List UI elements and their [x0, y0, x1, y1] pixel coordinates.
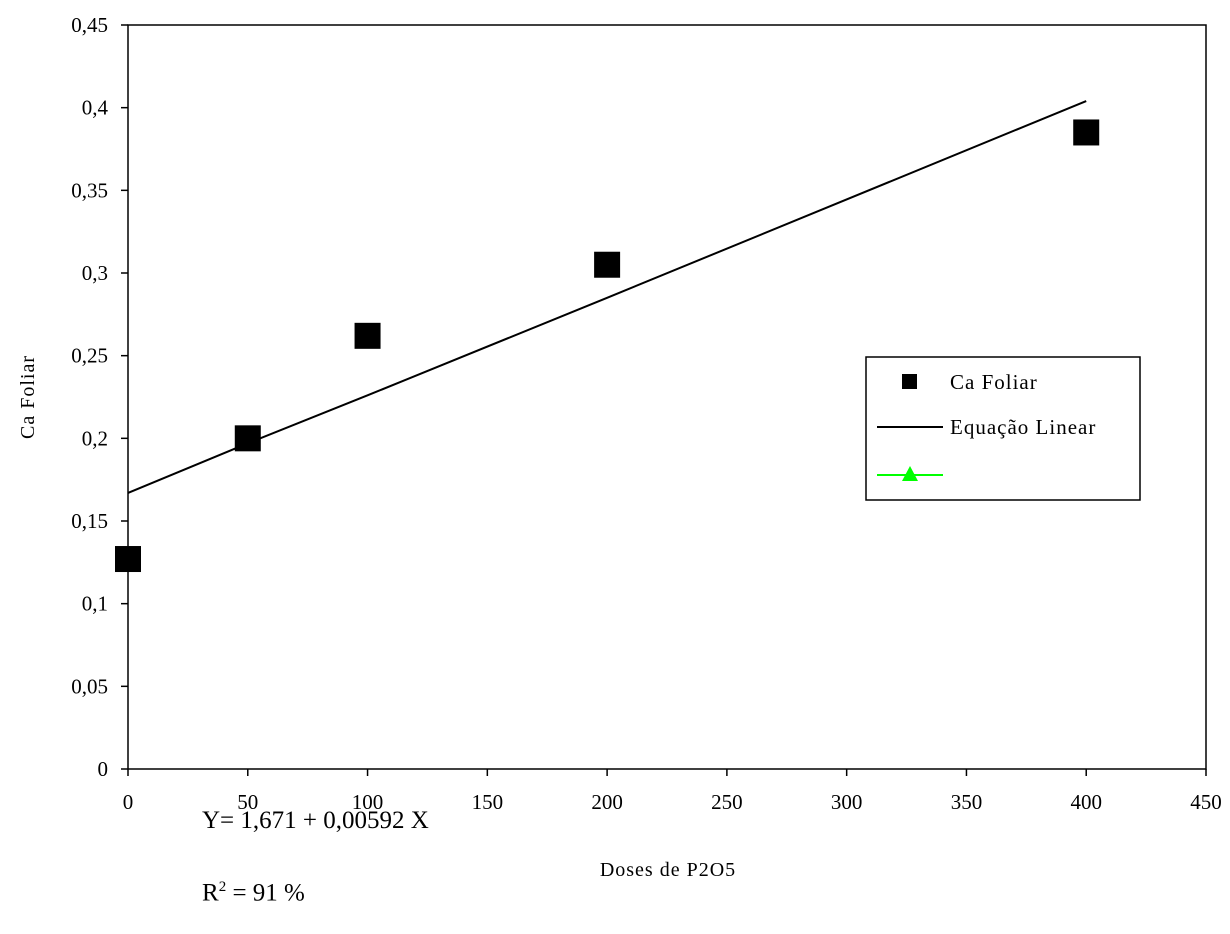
x-tick-label: 400 — [1070, 790, 1102, 814]
data-point-marker — [1073, 119, 1100, 146]
y-tick-label: 0,25 — [71, 344, 108, 368]
y-tick-label: 0,1 — [82, 592, 108, 616]
x-tick-label: 0 — [123, 790, 134, 814]
legend-marker-triangle — [902, 466, 918, 481]
data-point-marker — [234, 425, 261, 452]
x-tick-label: 350 — [951, 790, 983, 814]
y-tick-label: 0,05 — [71, 674, 108, 698]
legend: Ca Foliar Equação Linear — [865, 356, 1141, 501]
x-axis-title: Doses de P2O5 — [600, 859, 736, 881]
x-tick-label: 200 — [591, 790, 623, 814]
y-tick-label: 0,3 — [82, 261, 108, 285]
y-tick-label: 0,45 — [71, 13, 108, 37]
x-tick-label: 50 — [237, 790, 258, 814]
r-squared-value: = 91 % — [226, 879, 305, 907]
legend-marker-square — [902, 374, 917, 389]
y-axis-title: Ca Foliar — [17, 355, 39, 439]
series-layer — [115, 100, 1100, 573]
x-tick-label: 450 — [1190, 790, 1222, 814]
data-point-marker — [354, 322, 381, 349]
x-tick-label: 250 — [711, 790, 743, 814]
r-squared-superscript: 2 — [218, 879, 227, 895]
regression-line — [127, 100, 1087, 494]
r-squared-prefix: R — [202, 879, 219, 907]
y-tick-label: 0,2 — [82, 426, 108, 450]
y-tick-label: 0,35 — [71, 178, 108, 202]
x-tick-label: 150 — [472, 790, 504, 814]
y-tick-label: 0 — [98, 757, 109, 781]
y-tick-label: 0,15 — [71, 509, 108, 533]
x-tick-label: 300 — [831, 790, 863, 814]
legend-label-ca-foliar: Ca Foliar — [950, 370, 1038, 394]
y-tick-label: 0,4 — [82, 96, 109, 120]
data-point-marker — [594, 251, 621, 278]
regression-equation: Y= 1,671 + 0,00592 X — [202, 807, 429, 834]
legend-label-equacao-linear: Equação Linear — [950, 415, 1096, 439]
x-axis-ticks: 0 50 100 150 200 250 300 350 400 450 — [123, 769, 1222, 814]
r-squared: R2 = 91 % — [202, 879, 305, 907]
x-tick-label: 100 — [352, 790, 384, 814]
data-point-marker — [115, 546, 141, 573]
y-axis-ticks: 0 0,05 0,1 0,15 0,2 0,25 0,3 0,35 0,4 0,45 — [71, 13, 128, 781]
